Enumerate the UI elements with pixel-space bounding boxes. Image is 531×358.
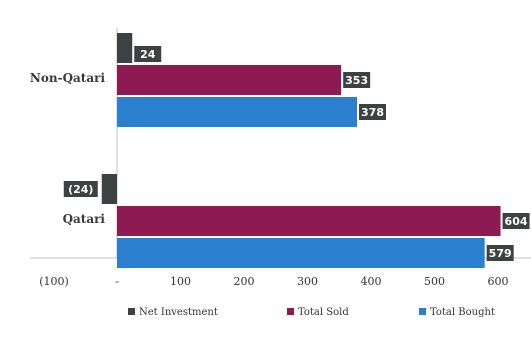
bar-total-bought-non-qatari (117, 97, 358, 127)
data-label-bg (486, 245, 514, 261)
bar-total-sold-qatari (117, 206, 501, 236)
x-tick-label: 300 (297, 275, 318, 288)
legend-swatch-total-sold (287, 308, 294, 315)
data-label-bg (502, 213, 530, 229)
legend-swatch-total-bought (419, 308, 426, 315)
category-labels-group: Non-Qatari Qatari (30, 71, 106, 226)
data-labels-group: 24 353 378 (24) 604 579 (63, 46, 530, 261)
data-label: 378 (361, 106, 384, 119)
x-tick-labels-group: (100) - 100 200 300 400 500 600 (39, 275, 508, 288)
legend-swatch-net-investment (128, 308, 135, 315)
data-label: (24) (68, 183, 93, 196)
legend-label-total-bought: Total Bought (430, 307, 495, 318)
bar-total-sold-non-qatari (117, 65, 342, 95)
x-tick-label: 500 (424, 275, 445, 288)
data-label: 24 (140, 48, 156, 61)
legend-label-total-sold: Total Sold (298, 307, 349, 318)
bar-total-bought-qatari (117, 238, 485, 268)
legend-label-net-investment: Net Investment (139, 307, 218, 318)
category-label-qatari: Qatari (63, 212, 106, 226)
data-label-bg (359, 104, 387, 120)
data-label-bg (134, 46, 162, 62)
category-label-non-qatari: Non-Qatari (30, 71, 106, 85)
bar-net-investment-qatari (101, 174, 117, 204)
data-label: 353 (345, 74, 368, 87)
bar-net-investment-non-qatari (117, 33, 133, 63)
data-label-bg (63, 181, 98, 197)
x-tick-label: (100) (39, 275, 69, 288)
data-label-bg (343, 72, 371, 88)
legend: Net Investment Total Sold Total Bought (128, 307, 495, 318)
data-label: 604 (505, 215, 528, 228)
x-tick-label: - (115, 275, 119, 288)
x-tick-label: 100 (170, 275, 191, 288)
x-tick-label: 400 (361, 275, 382, 288)
x-tick-label: 600 (488, 275, 509, 288)
bars-group (101, 33, 501, 268)
x-tick-label: 200 (234, 275, 255, 288)
data-label: 579 (489, 247, 512, 260)
